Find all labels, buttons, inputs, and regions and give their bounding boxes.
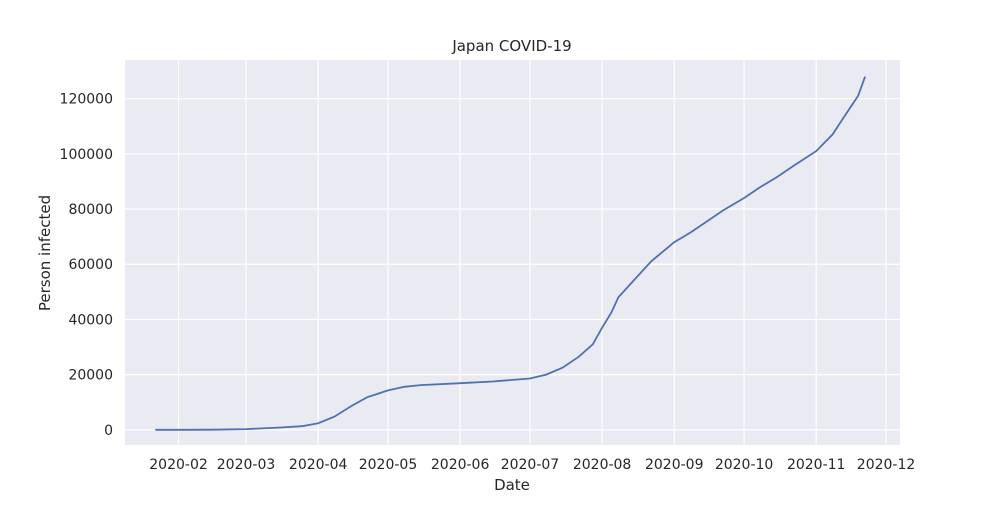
x-axis-label: Date (494, 476, 530, 494)
x-tick-label: 2020-06 (431, 457, 490, 473)
x-tick-label: 2020-05 (359, 457, 418, 473)
y-tick-label: 80000 (68, 202, 113, 218)
y-axis-ticks: 0 20000 40000 60000 80000 100000 120000 (60, 92, 113, 439)
grid-lines (125, 60, 900, 445)
y-tick-label: 60000 (68, 257, 113, 273)
x-tick-label: 2020-07 (501, 457, 560, 473)
x-tick-label: 2020-08 (573, 457, 632, 473)
x-axis-ticks: 2020-02 2020-03 2020-04 2020-05 2020-06 2020-… (149, 457, 915, 473)
y-tick-label: 100000 (60, 147, 113, 163)
chart-title: Japan COVID-19 (451, 37, 571, 55)
x-tick-label: 2020-11 (787, 457, 846, 473)
plot-background (125, 60, 900, 445)
x-tick-label: 2020-03 (217, 457, 276, 473)
x-tick-label: 2020-09 (645, 457, 704, 473)
x-tick-label: 2020-02 (149, 457, 208, 473)
x-tick-label: 2020-10 (715, 457, 774, 473)
series-line (155, 76, 866, 431)
x-tick-label: 2020-04 (289, 457, 348, 473)
y-tick-label: 120000 (60, 92, 113, 108)
x-tick-label: 2020-12 (857, 457, 916, 473)
y-tick-label: 20000 (68, 368, 113, 384)
y-axis-label: Person infected (36, 195, 54, 311)
y-tick-label: 40000 (68, 312, 113, 328)
y-tick-label: 0 (104, 423, 113, 439)
